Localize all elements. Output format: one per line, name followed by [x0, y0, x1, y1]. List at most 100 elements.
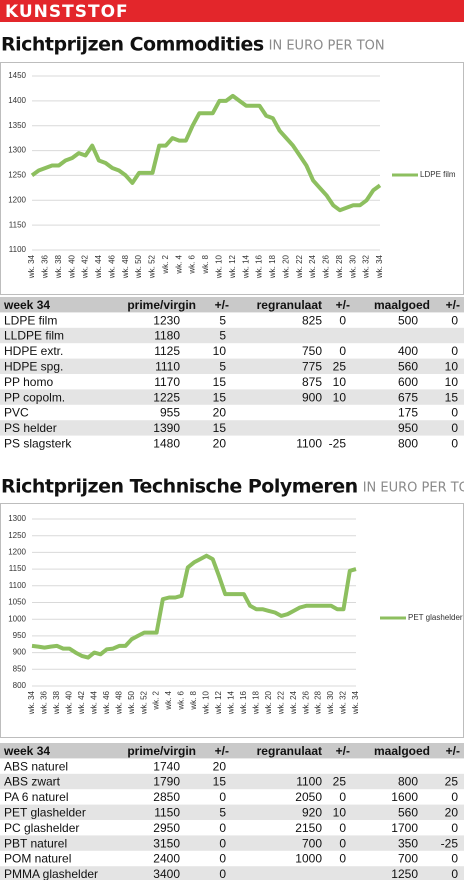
table-cell: 20 [445, 805, 459, 819]
x-tick-label: wk. 34 [27, 254, 36, 279]
table-cell: 3150 [153, 836, 180, 850]
table-cell: 0 [451, 406, 458, 420]
x-tick-label: wk. 8 [201, 254, 210, 274]
table-cell: 25 [333, 775, 347, 789]
x-tick-label: wk. 44 [94, 254, 103, 279]
table-cell: 15 [213, 775, 227, 789]
table-cell: 2950 [153, 821, 180, 835]
table-cell: ABS naturel [4, 759, 68, 773]
table-cell: 25 [333, 359, 347, 373]
table-cell: 3400 [153, 867, 180, 880]
legend-label: PET glashelder [408, 613, 463, 622]
table-cell: 1110 [155, 359, 180, 373]
table-row-bg [0, 389, 464, 405]
table-cell: 0 [339, 836, 346, 850]
table-cell: 1180 [154, 329, 180, 343]
x-tick-label: wk. 10 [214, 254, 223, 279]
table-cell: 0 [339, 313, 346, 327]
x-tick-label: wk. 42 [81, 254, 90, 279]
table-cell: 10 [333, 375, 347, 389]
table-header: week 34 [3, 298, 50, 312]
x-tick-label: wk. 36 [40, 254, 49, 279]
x-tick-label: wk. 40 [64, 690, 73, 715]
table-cell: 1125 [154, 344, 180, 358]
table-cell: 0 [219, 821, 226, 835]
table-header-bg [0, 743, 464, 759]
table-row-bg [0, 866, 464, 880]
table-row-bg [0, 804, 464, 820]
table-cell: 2400 [153, 852, 180, 866]
table-cell: 775 [302, 359, 322, 373]
y-tick-label: 900 [13, 648, 27, 657]
x-tick-label: wk. 52 [139, 690, 148, 715]
table-cell: 20 [213, 436, 227, 450]
table-cell: 0 [451, 421, 458, 435]
y-tick-label: 1200 [8, 195, 26, 204]
x-tick-label: wk. 34 [351, 690, 360, 715]
table-cell: 0 [339, 852, 346, 866]
table-cell: 20 [213, 759, 227, 773]
table-cell: 400 [398, 344, 418, 358]
x-tick-label: wk. 14 [226, 690, 235, 715]
table-cell: 2150 [295, 821, 322, 835]
section-subtitle: IN EURO PER TON [269, 39, 385, 54]
table-cell: 1600 [391, 790, 418, 804]
table-cell: -25 [441, 836, 459, 850]
table-cell: 5 [219, 313, 226, 327]
x-tick-label: wk. 10 [202, 690, 211, 715]
x-tick-label: wk. 16 [239, 690, 248, 715]
y-tick-label: 1250 [8, 531, 26, 540]
table-cell: 0 [451, 436, 458, 450]
table-cell: HDPE spg. [4, 359, 63, 373]
x-tick-label: wk. 44 [89, 690, 98, 715]
x-tick-label: wk. 2 [152, 690, 161, 710]
table-cell: 0 [219, 867, 226, 880]
table-cell: 900 [302, 390, 322, 404]
table-cell: 0 [451, 344, 458, 358]
table-cell: 1700 [391, 821, 418, 835]
table-row-bg [0, 358, 464, 374]
y-tick-label: 1400 [8, 96, 26, 105]
table-cell: 675 [398, 390, 418, 404]
x-tick-label: wk. 14 [241, 254, 250, 279]
x-tick-label: wk. 40 [67, 254, 76, 279]
y-tick-label: 1100 [9, 245, 27, 254]
section-title: Richtprijzen Commodities [1, 34, 264, 56]
x-tick-label: wk. 50 [127, 690, 136, 715]
table-cell: PMMA glashelder [4, 867, 98, 880]
table-cell: 500 [398, 313, 418, 327]
x-tick-label: wk. 6 [188, 254, 197, 274]
y-tick-label: 1350 [8, 121, 26, 130]
table-cell: 0 [451, 821, 458, 835]
table-cell: 2050 [295, 790, 322, 804]
table-cell: 750 [302, 344, 322, 358]
table-cell: 10 [445, 359, 459, 373]
table-header: week 34 [3, 744, 50, 758]
table-row-bg [0, 835, 464, 851]
table-cell: 800 [398, 775, 418, 789]
table-header: +/- [336, 744, 350, 758]
x-tick-label: wk. 4 [164, 690, 173, 710]
table-cell: 15 [213, 390, 227, 404]
table-cell: LLDPE film [4, 329, 64, 343]
table-cell: 175 [398, 406, 418, 420]
table-cell: 0 [451, 867, 458, 880]
table-cell: 5 [219, 359, 226, 373]
table-row-bg [0, 773, 464, 790]
table-cell: 20 [213, 406, 227, 420]
x-tick-label: wk. 42 [77, 690, 86, 715]
table-cell: 1230 [153, 313, 180, 327]
y-tick-label: 850 [13, 664, 27, 673]
table-cell: PP copolm. [4, 390, 65, 404]
section-title: Richtprijzen Technische Polymeren [1, 476, 358, 498]
table-cell: 5 [219, 329, 226, 343]
table-cell: 1790 [153, 775, 180, 789]
x-tick-label: wk. 8 [189, 690, 198, 710]
x-tick-label: wk. 50 [134, 254, 143, 279]
y-tick-label: 1150 [9, 564, 27, 573]
table-cell: 800 [398, 436, 418, 450]
x-tick-label: wk. 22 [276, 690, 285, 715]
legend-label: LDPE film [420, 170, 456, 179]
table-cell: 825 [302, 313, 322, 327]
table-header: +/- [446, 298, 460, 312]
